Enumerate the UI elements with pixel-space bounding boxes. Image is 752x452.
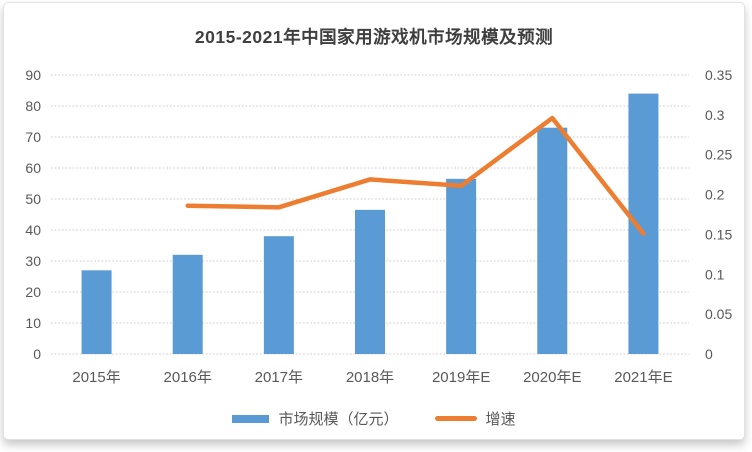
right-axis-tick-02: 0.2 <box>705 187 725 203</box>
bar-2020e <box>537 127 568 354</box>
legend-item-market-size: 市场规模（亿元） <box>232 408 399 429</box>
chart-title: 2015-2021年中国家用游戏机市场规模及预测 <box>194 27 554 47</box>
right-axis-tick-025: 0.25 <box>705 147 732 163</box>
right-axis-tick-0: 0 <box>705 346 713 362</box>
right-axis-tick-005: 0.05 <box>705 306 732 322</box>
legend-bar-swatch <box>232 414 270 423</box>
bar-2017 <box>263 236 294 354</box>
right-axis-tick-01: 0.1 <box>705 266 725 282</box>
legend-bar-label: 市场规模（亿元） <box>278 411 399 428</box>
chart-legend: 市场规模（亿元） 增速 <box>4 408 744 429</box>
bar-2019e <box>446 178 477 354</box>
left-axis-tick-40: 40 <box>25 222 41 238</box>
left-axis-tick-50: 50 <box>25 191 41 207</box>
x-axis-label-2016: 2016年 <box>164 369 212 386</box>
legend-item-growth: 增速 <box>434 408 516 429</box>
bar-2018 <box>355 209 385 354</box>
x-axis-label-2020e: 2020年E <box>523 369 581 386</box>
bar-2015 <box>81 270 112 354</box>
combo-chart-plot: 0 10 20 30 40 50 60 70 80 90 0 0.05 0.1 0.15 0.2 0.25 0.… <box>25 67 732 386</box>
left-axis-tick-70: 70 <box>25 129 41 145</box>
left-axis-tick-30: 30 <box>25 253 41 269</box>
right-axis-tick-015: 0.15 <box>705 226 732 242</box>
bar-2016 <box>172 254 203 354</box>
x-axis-label-2017: 2017年 <box>255 369 303 386</box>
left-axis-tick-10: 10 <box>25 315 41 331</box>
x-axis-label-2019e: 2019年E <box>432 369 490 386</box>
legend-line-swatch <box>434 416 477 421</box>
left-axis-tick-20: 20 <box>25 284 41 300</box>
left-axis-tick-80: 80 <box>25 98 41 114</box>
x-axis-label-2018: 2018年 <box>346 369 394 386</box>
legend-line-label: 增速 <box>485 411 516 428</box>
left-axis-tick-90: 90 <box>25 67 41 83</box>
chart-card: 2015-2021年中国家用游戏机市场规模及预测 0 10 20 30 40 50 60 70… <box>3 2 745 440</box>
growth-rate-line <box>185 115 646 236</box>
x-axis-label-2021e: 2021年E <box>614 369 672 386</box>
left-axis-tick-0: 0 <box>33 346 41 362</box>
right-axis-tick-035: 0.35 <box>705 67 732 83</box>
x-axis-label-2015: 2015年 <box>72 369 120 386</box>
left-axis-tick-60: 60 <box>25 160 41 176</box>
right-axis-tick-03: 0.3 <box>705 107 725 123</box>
